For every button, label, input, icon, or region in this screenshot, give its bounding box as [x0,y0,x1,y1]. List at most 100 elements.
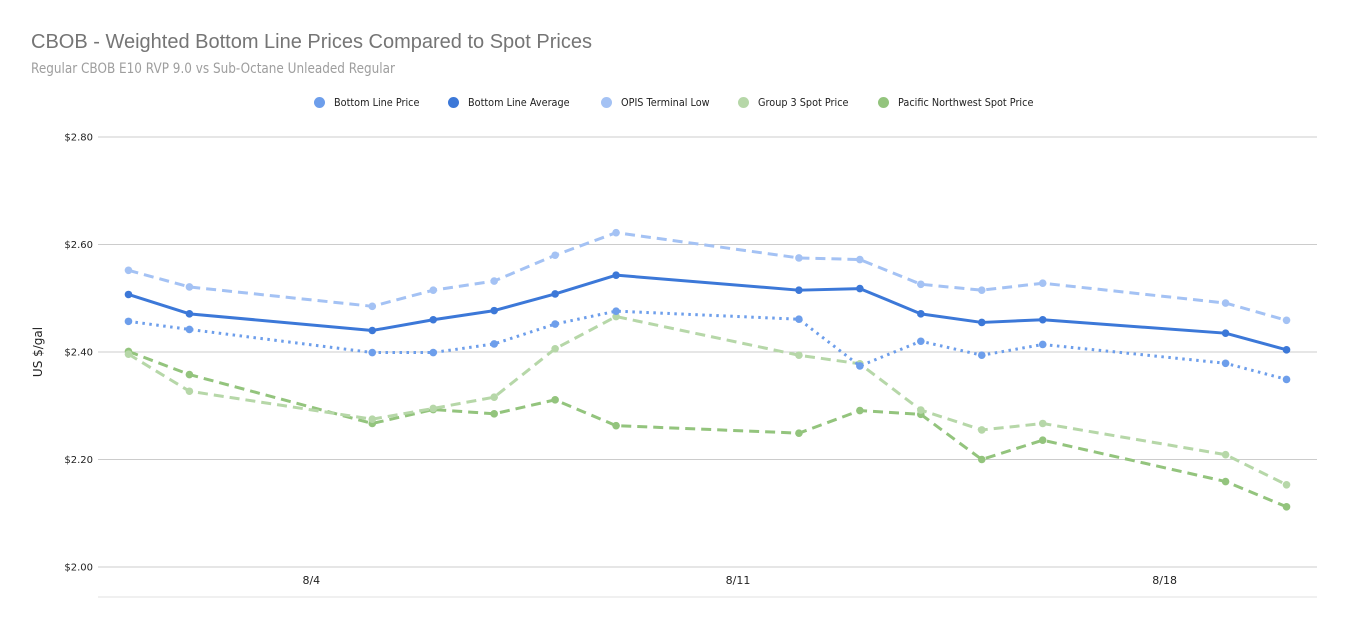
series-line [128,273,1287,352]
data-point[interactable] [1038,315,1047,324]
y-axis-label: US $/gal [31,327,45,377]
data-point[interactable] [551,251,559,260]
data-point[interactable] [429,286,438,294]
data-point[interactable] [795,429,803,437]
x-tick-label: 8/18 [1152,574,1177,587]
data-point[interactable] [795,315,803,324]
series-bottom-line-price[interactable] [124,307,1291,384]
series-line [128,309,1287,381]
data-point[interactable] [917,280,925,289]
data-point[interactable] [977,318,986,327]
data-point[interactable] [856,255,864,264]
data-point[interactable] [612,312,620,321]
legend-label: Group 3 Spot Price [758,96,849,109]
data-point[interactable] [1038,419,1047,428]
data-point[interactable] [551,396,559,404]
data-point[interactable] [1038,279,1047,288]
data-point[interactable] [977,286,986,294]
data-point[interactable] [185,283,194,291]
data-point[interactable] [1282,503,1291,511]
series-pacific-northwest-spot-price[interactable] [124,347,1291,511]
legend-label: Pacific Northwest Spot Price [898,96,1034,109]
x-tick-label: 8/11 [726,574,751,587]
x-axis-ticks: 8/4 8/11 8/18 [302,574,1177,587]
chart-subtitle: Regular CBOB E10 RVP 9.0 vs Sub-Octane U… [31,61,395,77]
data-point[interactable] [795,254,803,262]
data-point[interactable] [1038,436,1047,444]
data-point[interactable] [1282,316,1291,325]
data-point[interactable] [368,326,377,335]
data-point[interactable] [124,317,133,326]
data-point[interactable] [612,307,620,315]
data-point[interactable] [124,350,133,358]
data-point[interactable] [856,362,864,370]
data-point[interactable] [612,228,620,237]
data-point[interactable] [917,310,925,318]
data-point[interactable] [429,315,438,324]
data-point[interactable] [795,351,803,360]
legend-item-group-3-spot-price[interactable]: Group 3 Spot Price [738,96,861,109]
data-point[interactable] [490,277,498,285]
data-point[interactable] [612,421,620,430]
data-point[interactable] [368,302,377,311]
y-tick-label: $2.00 [64,563,93,574]
x-tick-label: 8/4 [302,574,320,587]
chart-legend: Bottom Line Price Bottom Line Average OP… [314,96,1069,109]
series-group-3-spot-price[interactable] [124,312,1291,489]
series-bottom-line-average[interactable] [124,271,1291,354]
data-point[interactable] [612,271,620,279]
data-point[interactable] [917,406,925,414]
legend-item-pacific-northwest-spot-price[interactable]: Pacific Northwest Spot Price [878,96,1052,109]
data-point[interactable] [1221,299,1230,307]
data-point[interactable] [185,370,194,379]
data-point[interactable] [1282,375,1291,384]
data-point[interactable] [977,426,986,434]
data-point[interactable] [856,284,864,293]
data-point[interactable] [185,387,194,396]
data-point[interactable] [185,310,194,318]
data-point[interactable] [124,266,133,275]
legend-dot-icon [600,97,612,108]
series-opis-terminal-low[interactable] [124,228,1291,325]
legend-item-bottom-line-price[interactable]: Bottom Line Price [314,96,431,109]
data-point[interactable] [429,404,438,413]
data-point[interactable] [124,290,133,299]
legend-item-bottom-line-average[interactable]: Bottom Line Average [448,96,583,109]
legend-label: Bottom Line Average [468,96,570,109]
data-point[interactable] [1221,450,1230,459]
data-point[interactable] [1282,480,1291,489]
y-tick-label: $2.80 [64,133,93,144]
series-line [127,315,1288,487]
data-point[interactable] [368,348,377,357]
plot-series [124,228,1291,511]
data-point[interactable] [490,393,498,401]
data-point[interactable] [490,306,498,315]
data-point[interactable] [1038,340,1047,349]
data-point[interactable] [551,290,559,298]
data-point[interactable] [1221,477,1230,486]
data-point[interactable] [490,410,498,418]
legend-item-opis-terminal-low[interactable]: OPIS Terminal Low [600,96,722,109]
data-point[interactable] [977,455,986,464]
data-point[interactable] [185,325,194,334]
data-point[interactable] [551,320,559,328]
legend-label: Bottom Line Price [334,96,420,109]
data-point[interactable] [856,406,864,415]
data-point[interactable] [1221,329,1230,337]
legend-label: OPIS Terminal Low [620,96,710,109]
data-point[interactable] [1282,346,1291,354]
y-tick-label: $2.40 [64,348,93,359]
data-point[interactable] [1221,359,1230,368]
data-point[interactable] [551,344,559,353]
series-line [127,350,1288,509]
legend-dot-icon [314,97,325,108]
data-point[interactable] [977,351,986,360]
data-point[interactable] [795,286,803,294]
y-axis-ticks: $2.00 $2.20 $2.40 $2.60 $2.80 [64,133,93,574]
data-point[interactable] [490,340,498,348]
data-point[interactable] [368,415,377,423]
data-point[interactable] [917,337,925,346]
series-line [128,231,1287,322]
data-point[interactable] [429,348,438,357]
